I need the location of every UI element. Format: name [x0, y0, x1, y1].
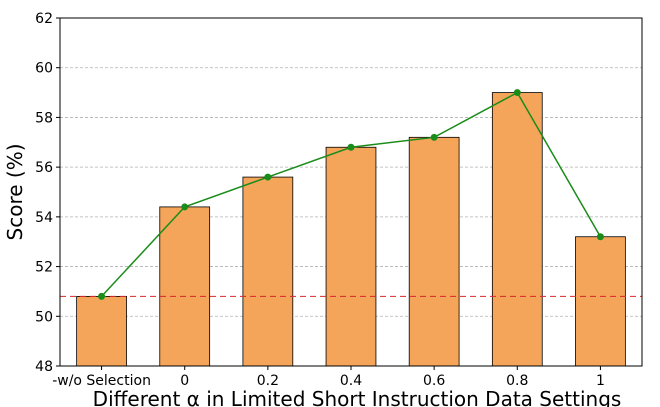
y-tick-label: 56: [35, 160, 53, 176]
y-tick-label: 62: [35, 11, 53, 27]
trend-line-group: [98, 89, 604, 300]
x-tick-label: 0.8: [506, 373, 528, 389]
bar: [242, 176, 294, 367]
y-tick-label: 58: [35, 110, 53, 126]
y-tick-label: 48: [35, 359, 53, 375]
bar: [76, 295, 127, 367]
bar: [325, 146, 377, 367]
trend-point: [264, 173, 272, 181]
x-tick-label: 0.6: [423, 373, 445, 389]
trend-point: [98, 292, 106, 300]
x-tick-label: 0: [180, 373, 189, 389]
bar: [575, 236, 626, 367]
x-tick-label: 0.2: [257, 373, 279, 389]
bars: [76, 92, 626, 367]
y-tick-label: 60: [35, 61, 53, 77]
bar: [159, 206, 211, 367]
x-tick-label: 1: [596, 373, 605, 389]
x-axis-label: Different α in Limited Short Instruction…: [93, 387, 622, 407]
x-tick-label: 0.4: [340, 373, 362, 389]
trend-point: [430, 133, 438, 141]
y-axis-label: Score (%): [3, 144, 27, 241]
bar: [491, 92, 543, 367]
trend-point: [347, 143, 355, 151]
x-axis-ticks: -w/o Selection 0 0.2 0.4 0.6 0.8 1: [52, 366, 605, 389]
y-tick-label: 52: [35, 260, 53, 276]
x-tick-label: -w/o Selection: [52, 373, 151, 389]
trend-point: [596, 233, 604, 241]
y-axis-ticks: 48 50 52 54 56 58 60 62: [35, 11, 60, 375]
y-tick-label: 54: [35, 210, 53, 226]
bar: [408, 136, 460, 367]
trend-point: [513, 89, 521, 97]
trend-point: [181, 203, 189, 211]
y-tick-label: 50: [35, 309, 53, 325]
